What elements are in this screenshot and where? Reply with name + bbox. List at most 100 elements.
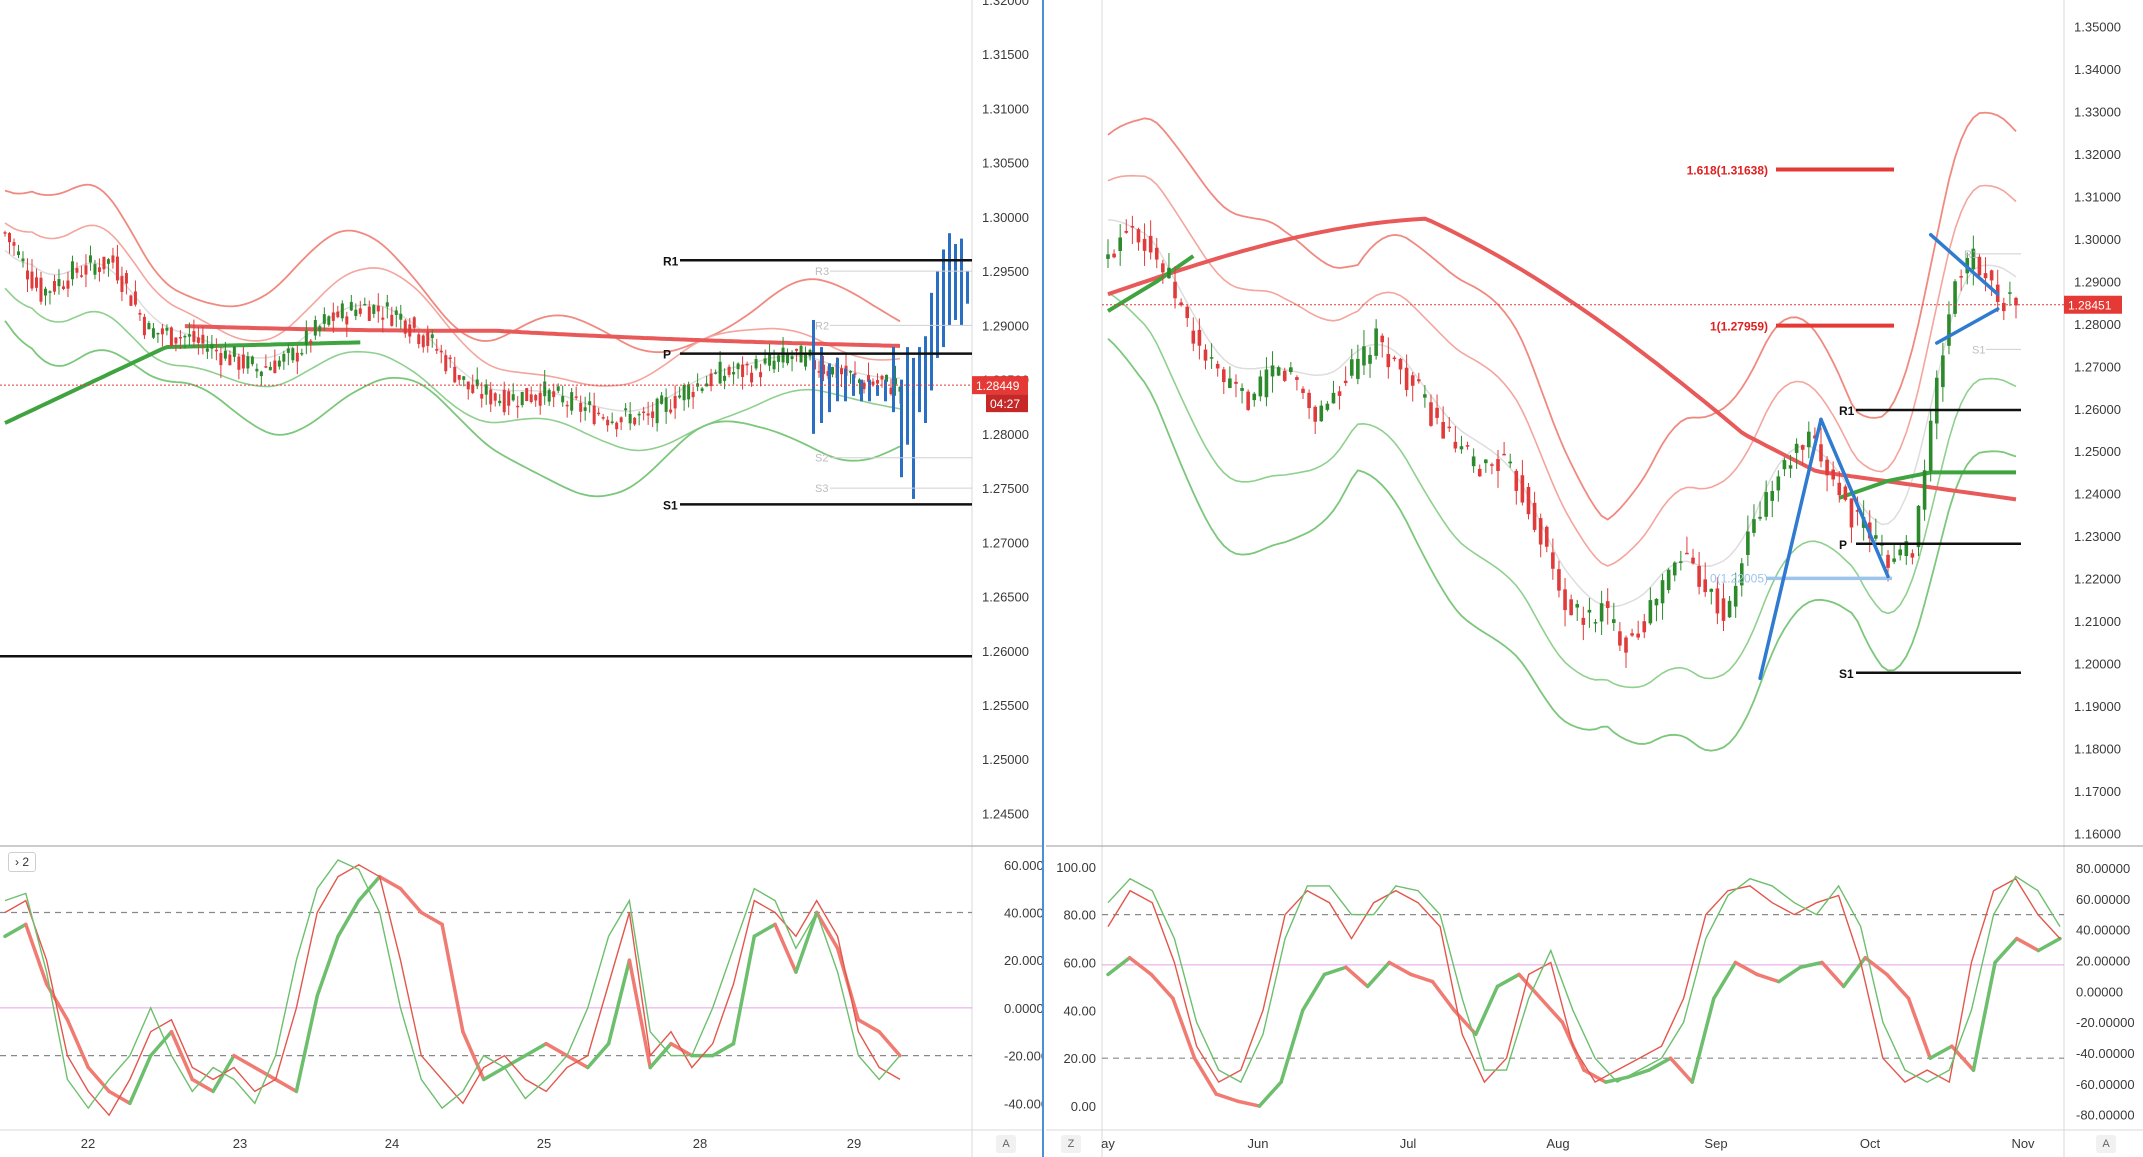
oscillator-main-segment [794,910,819,974]
candle-body [480,393,484,399]
indicator-collapse-button[interactable]: › 2 [8,852,37,872]
candle-body [777,355,781,362]
time-tick-label: 25 [537,1136,551,1151]
candle-body [286,348,290,353]
candle-body [1289,367,1293,373]
candle-body [1349,359,1354,376]
candle-body [1240,388,1244,391]
oscillator-main-segment [1798,960,1824,970]
auto-scale-button[interactable]: A [996,1135,1016,1153]
candle-body [1727,600,1732,618]
candle-body [196,337,200,343]
candle-body [1520,475,1525,503]
pivot-s1-label: S1 [1839,667,1854,681]
candle-body [1874,535,1878,539]
candle-body [1679,561,1683,563]
candle-body [1910,553,1915,558]
oscillator-tick-label: -40.00000 [1004,1096,1044,1111]
candle-body [1587,609,1592,613]
price-tick-label: 1.26500 [982,590,1029,605]
volume-profile-bar [942,249,945,348]
pivot-p-label: P [1839,538,1847,552]
candle-body [61,286,65,289]
zoom-button[interactable]: Z [1061,1135,1081,1153]
candle-body [772,360,776,370]
candle-body [1642,621,1647,633]
candle-body [565,404,569,407]
candle-body [1301,388,1305,393]
price-tick-label: 1.22000 [2074,572,2121,587]
left-chart-svg[interactable]: 1.32000 1.31500 1.31000 1.30500 1.30000 1.295… [0,0,1044,1157]
candle-body [1953,281,1957,314]
middle-band [4,249,901,412]
left-chart-panel[interactable]: 1.32000 1.31500 1.31000 1.30500 1.30000 1.295… [0,0,1044,1157]
candle-body [1453,441,1458,449]
current-price-text: 1.28451 [2068,299,2112,313]
candle-body [1776,476,1781,491]
candle-body [304,330,308,345]
candle-body [1386,353,1391,368]
candle-body [1624,637,1628,653]
oscillator-main-segment [1712,960,1738,1001]
candle-body [1739,563,1744,586]
time-tick-label: Nov [2011,1136,2035,1151]
candle-body [1849,498,1854,528]
auto-scale-button-right[interactable]: A [2096,1135,2116,1153]
lower-band-inner [1107,292,2017,689]
candle-body [1106,254,1110,259]
candle-body [390,314,394,326]
candle-body [1398,358,1403,370]
candle-body [1557,569,1561,591]
right-chart-panel[interactable]: 1.35000 1.34000 1.33000 1.32000 1.31000 1.300… [1046,0,2143,1157]
candle-body [1441,421,1445,439]
candle-body [412,317,416,328]
oscillator-main-segment [440,922,465,1034]
faint-r1-label: R1 [1964,249,1978,261]
candle-body [1459,446,1464,450]
candle-body [790,356,794,360]
candle-body [498,400,502,404]
candle-body [66,280,70,289]
candle-body [1758,516,1762,519]
candle-body [12,242,16,246]
oscillator-main-segment [357,874,382,903]
candle-body [840,368,844,375]
oscillator-main-segment [419,910,444,927]
candle-body [759,372,763,378]
oscillator-main-segment [377,874,403,891]
candle-body [1581,617,1586,625]
price-tick-label: 1.31000 [2074,190,2121,205]
lower-band-inner [4,287,901,452]
oscillator-main-segment [1841,955,1868,989]
oscillator-main-segment [1279,1008,1305,1084]
oscillator-main-segment [1171,996,1197,1060]
candle-body [1343,380,1348,384]
oscillator-main-segment [606,958,632,1046]
oscillator-main-segment [502,1053,528,1070]
candle-body [484,384,488,395]
candle-body [75,268,79,273]
price-tick-label: 1.30000 [2074,232,2121,247]
time-tick-label: Jun [1248,1136,1269,1151]
oscillator-main-segment [232,1053,257,1070]
right-chart-svg[interactable]: 1.35000 1.34000 1.33000 1.32000 1.31000 1.300… [1046,0,2143,1157]
price-tick-label: 1.24000 [2074,487,2121,502]
candle-body [1922,470,1927,510]
candle-body [1941,355,1945,388]
moving-average-red [1107,216,2017,502]
candle-body [147,323,151,330]
volume-profile-bar [868,379,871,402]
candle-body [822,364,826,375]
candle-body [1203,349,1208,361]
pattern-leg-down [1819,417,1890,579]
candle-body [624,408,628,411]
time-tick-label: 28 [693,1136,707,1151]
candle-body [1215,363,1220,369]
time-tick-label: Aug [1546,1136,1569,1151]
candle-body [1331,392,1336,404]
pivot-s3-label: S3 [815,483,828,495]
candle-body [1423,394,1427,398]
candle-body [223,350,227,359]
candle-body [678,395,682,398]
candle-body [273,360,277,374]
